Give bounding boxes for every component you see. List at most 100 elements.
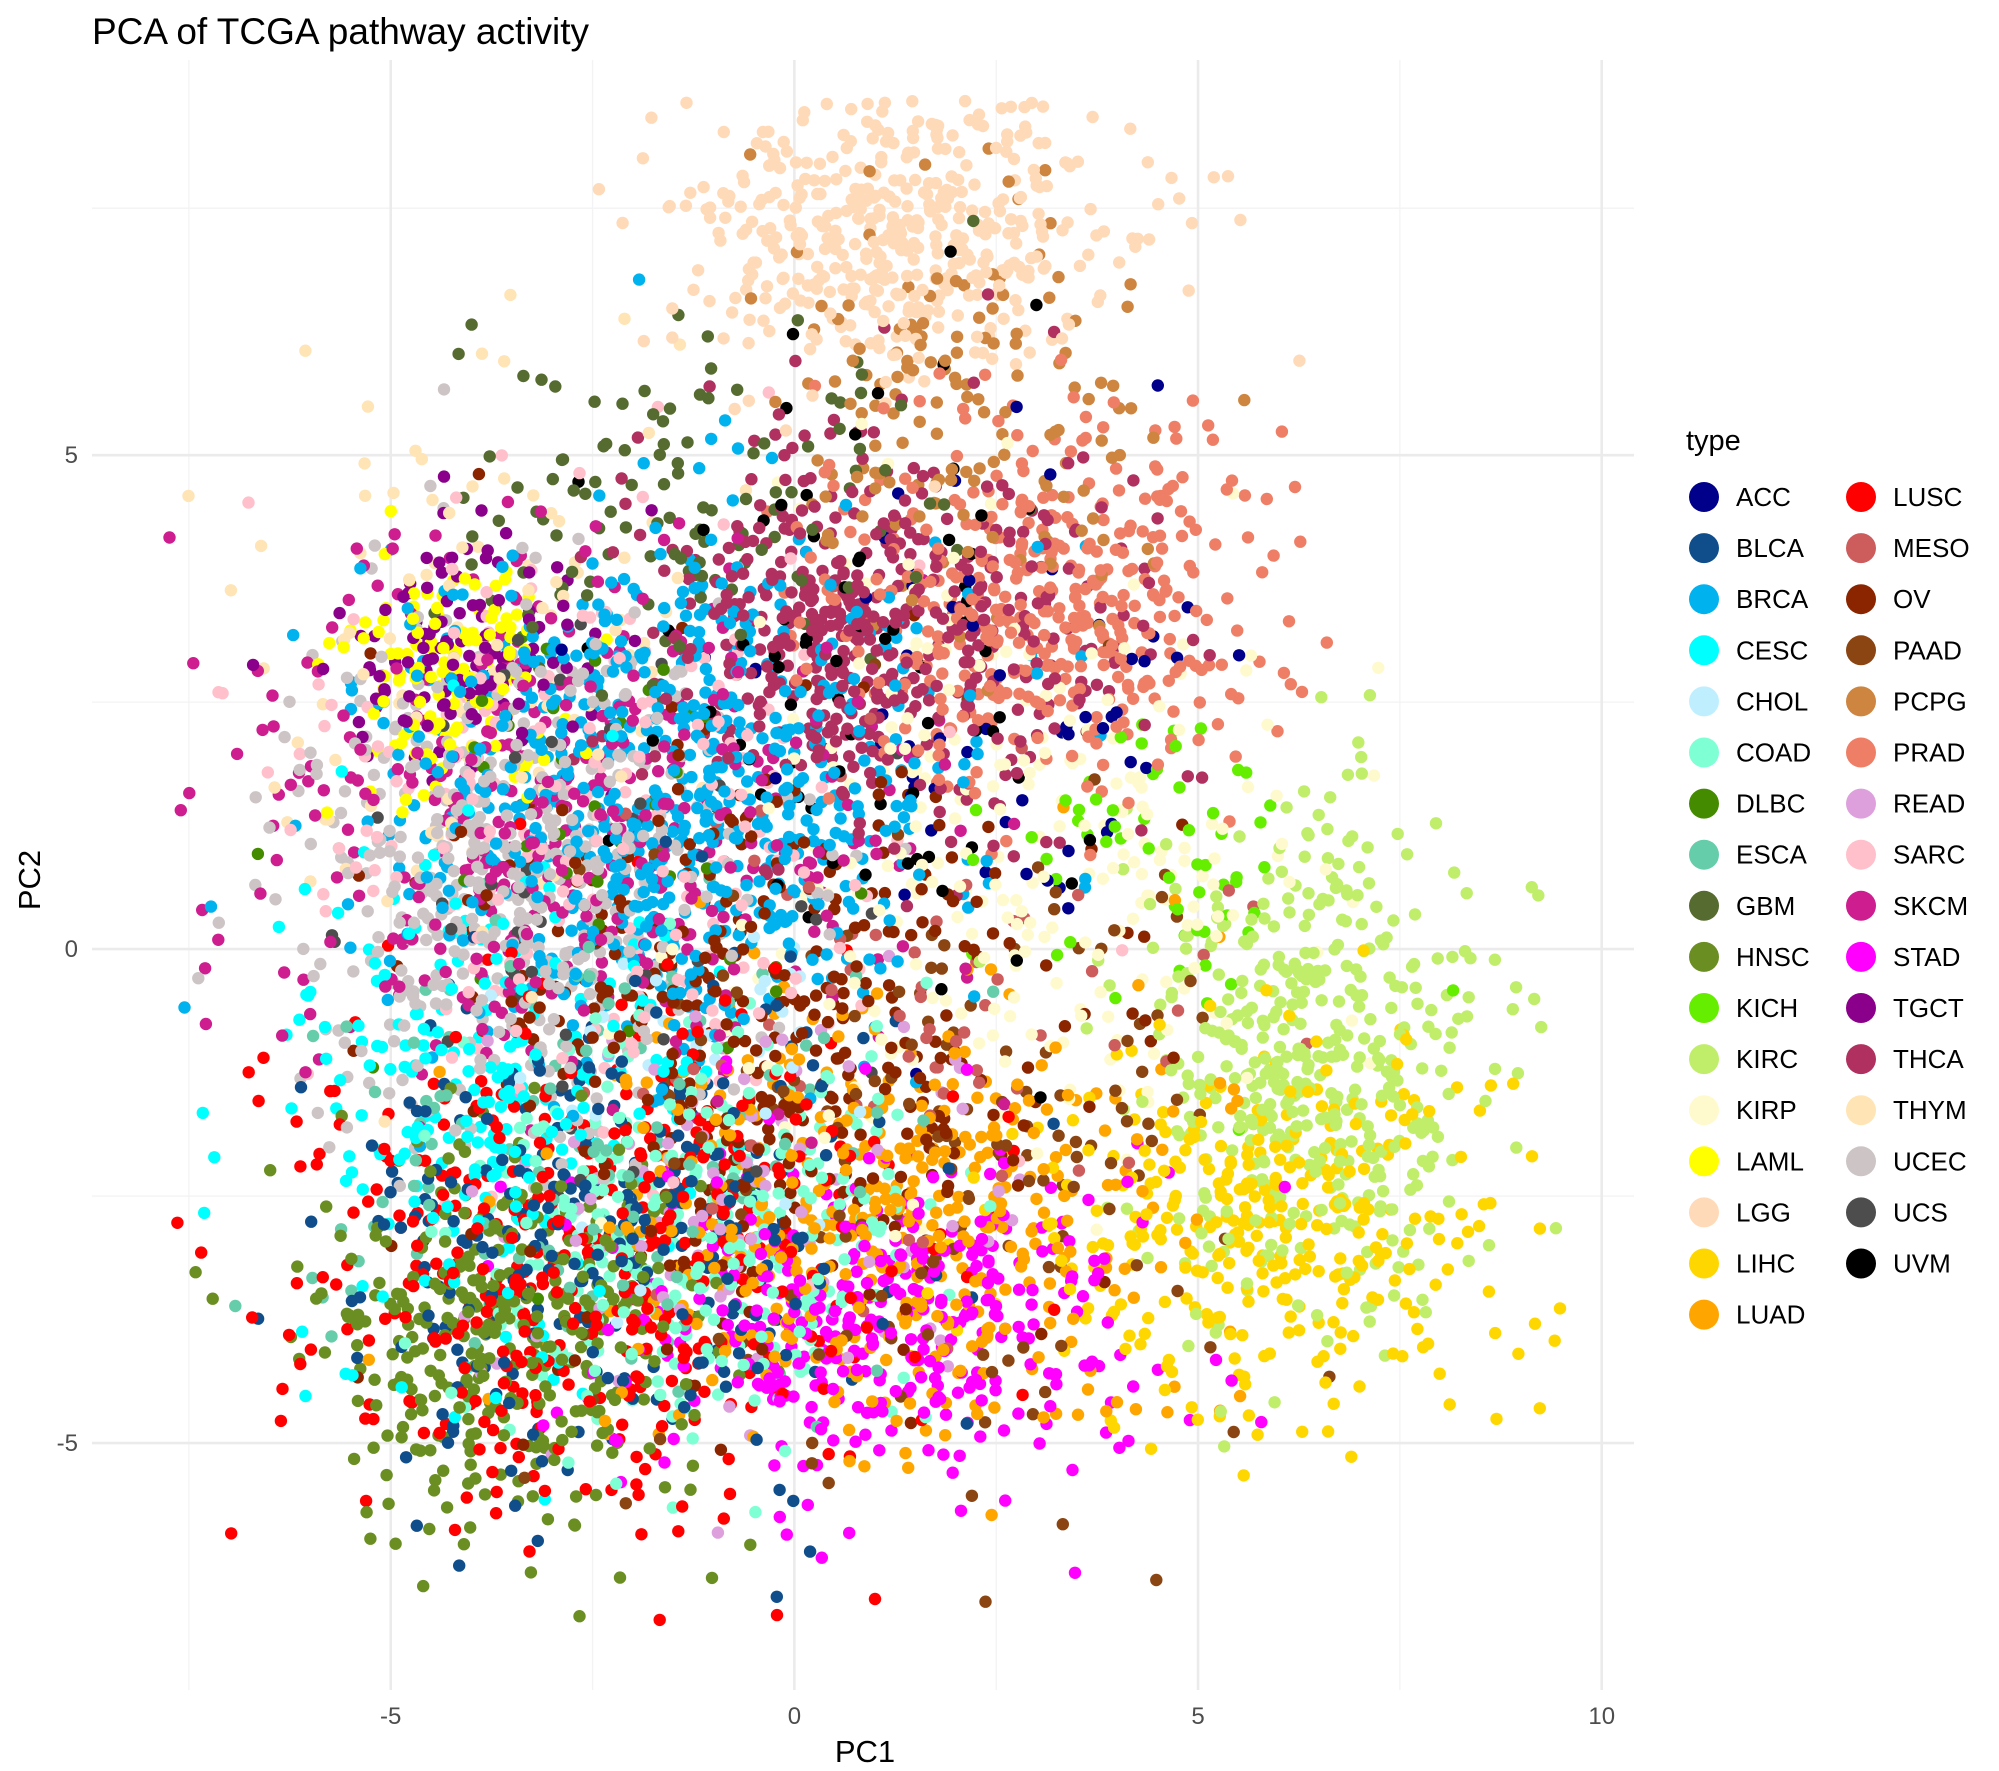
data-point-gbm <box>731 383 744 396</box>
data-point-lgg <box>966 271 979 284</box>
data-point-prad <box>1138 677 1151 690</box>
data-point-lgg <box>845 102 858 116</box>
data-point-lgg <box>1025 96 1039 110</box>
data-point-ucec <box>367 768 381 782</box>
data-point-prad <box>1031 731 1044 745</box>
data-point-ucec <box>772 1021 786 1034</box>
data-point-lusc <box>370 1183 383 1196</box>
data-point-tgct <box>479 551 493 565</box>
data-point-prad <box>1260 492 1274 506</box>
data-point-paad <box>1204 1341 1217 1354</box>
data-point-lusc <box>475 1075 488 1088</box>
data-point-lgg <box>953 146 966 159</box>
data-point-stad <box>928 1371 942 1385</box>
data-point-thym <box>383 632 397 645</box>
data-point-gbm <box>589 475 602 489</box>
data-point-thca <box>1135 824 1148 837</box>
data-point-thym <box>329 753 342 767</box>
data-point-kich <box>1199 959 1212 972</box>
data-point-prad <box>1096 758 1110 772</box>
data-point-gbm <box>854 386 868 400</box>
data-point-stad <box>836 1365 850 1378</box>
data-point-lusc <box>579 1483 592 1496</box>
data-point-gbm <box>701 330 714 343</box>
data-point-prad <box>1162 674 1176 687</box>
data-point-lihc <box>1006 1127 1019 1141</box>
data-point-lihc <box>1256 1267 1269 1280</box>
data-point-kirc <box>1249 1091 1263 1105</box>
data-point-read <box>744 1232 758 1246</box>
data-point-lihc <box>1282 1326 1296 1339</box>
data-point-skcm <box>352 889 366 902</box>
data-point-lgg <box>1090 229 1103 242</box>
data-point-lusc <box>718 1158 731 1171</box>
data-point-lusc <box>562 1378 575 1391</box>
data-point-kirc <box>1226 1144 1239 1157</box>
data-point-lihc <box>1283 1009 1296 1022</box>
data-point-lusc <box>494 1441 507 1455</box>
data-point-ucec <box>437 383 451 396</box>
data-point-prad <box>957 402 970 416</box>
data-point-pcpg <box>972 393 985 406</box>
data-point-lusc <box>171 1216 184 1230</box>
data-point-kirp <box>926 991 939 1005</box>
data-point-lihc <box>1258 1183 1272 1197</box>
data-point-pcpg <box>986 302 999 315</box>
data-point-stad <box>1012 1407 1025 1420</box>
data-point-luad <box>882 1093 895 1106</box>
data-point-thym <box>536 601 549 615</box>
data-point-cesc <box>375 1040 389 1054</box>
data-point-lusc <box>480 1305 494 1318</box>
data-point-uvm <box>830 654 843 668</box>
data-point-meso <box>908 946 921 959</box>
data-point-coad <box>666 1501 680 1514</box>
data-point-hnsc <box>440 1501 454 1514</box>
data-point-prad <box>1320 636 1334 649</box>
data-point-hnsc <box>360 1506 373 1519</box>
data-point-paad <box>979 1595 992 1608</box>
data-point-pcpg <box>811 454 824 467</box>
data-point-coad <box>398 1337 412 1350</box>
data-point-blca <box>385 1165 399 1178</box>
data-point-prad <box>921 625 935 638</box>
data-point-hnsc <box>428 1389 442 1403</box>
data-point-kirp <box>1226 909 1240 922</box>
data-point-hnsc <box>424 1444 437 1457</box>
data-point-stad <box>1026 1283 1039 1297</box>
data-point-lihc <box>1170 1223 1184 1236</box>
data-point-ov <box>663 1259 676 1272</box>
data-point-luad <box>1043 1277 1057 1290</box>
data-point-lgg <box>955 185 968 199</box>
data-point-blca <box>787 1494 800 1508</box>
data-point-kirc <box>1361 1120 1374 1133</box>
data-point-read <box>738 1072 751 1086</box>
data-point-cesc <box>293 1013 306 1026</box>
data-point-lihc <box>1321 1425 1335 1438</box>
data-point-sarc <box>597 1126 610 1139</box>
data-point-kirc <box>1256 1031 1270 1044</box>
data-point-gbm <box>625 478 638 492</box>
data-point-lgg <box>734 200 747 213</box>
data-point-thca <box>780 605 793 618</box>
data-point-hnsc <box>457 1538 471 1551</box>
data-point-thym <box>466 480 479 493</box>
data-point-dlbc <box>251 847 265 861</box>
data-point-kirp <box>1205 817 1219 831</box>
data-point-blca <box>616 1374 630 1387</box>
data-point-brca <box>616 705 629 719</box>
data-point-lusc <box>304 1343 318 1356</box>
data-point-sarc <box>556 1052 569 1065</box>
data-point-prad <box>1112 484 1126 497</box>
data-point-kirc <box>1331 938 1345 952</box>
data-point-kirc <box>1332 1178 1345 1191</box>
data-point-lusc <box>635 1528 648 1541</box>
data-point-thca <box>635 768 649 781</box>
data-point-gbm <box>535 373 548 386</box>
data-point-ov <box>694 1197 707 1210</box>
data-point-ucec <box>338 1036 351 1049</box>
data-point-brca <box>666 825 679 838</box>
data-point-thym <box>527 489 540 502</box>
data-point-luad <box>915 1099 928 1113</box>
data-point-lgg <box>800 156 813 169</box>
data-point-ov <box>986 927 1000 940</box>
